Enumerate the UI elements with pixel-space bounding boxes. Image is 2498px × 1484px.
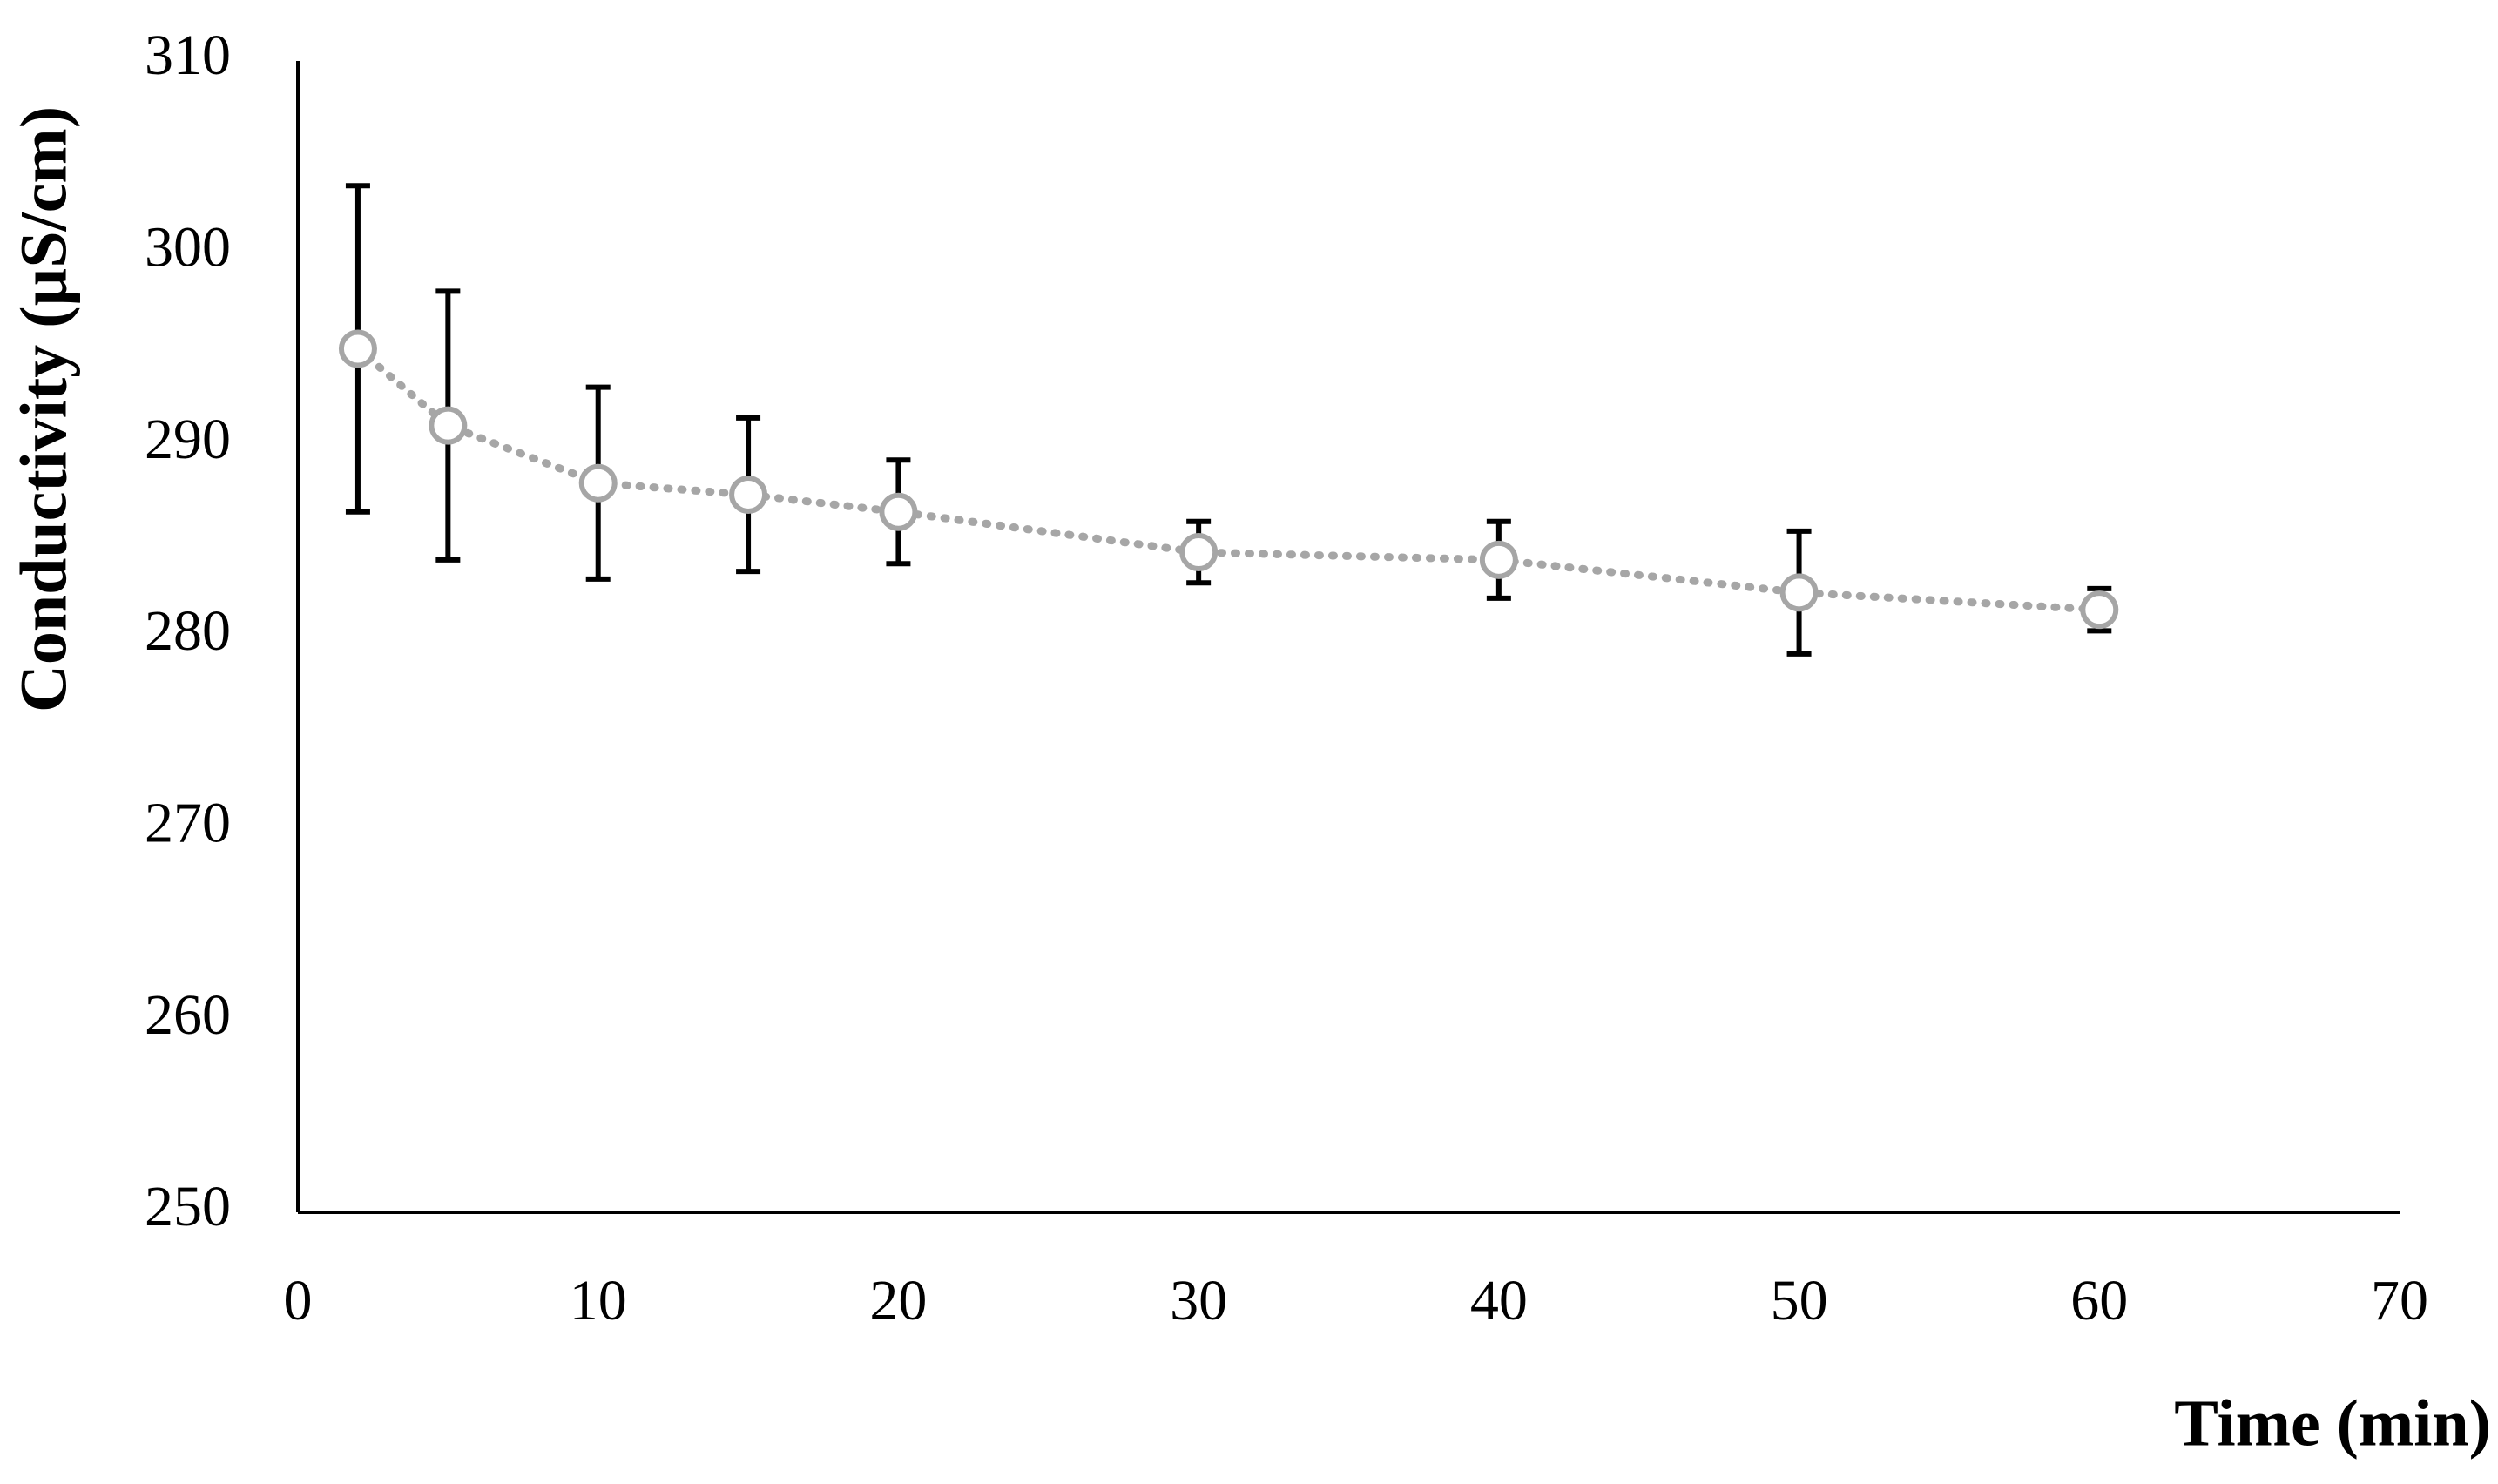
x-tick-label: 50 [1771,1269,1828,1332]
x-axis-title: Time (min) [2174,1386,2491,1460]
x-tick-label: 70 [2371,1269,2428,1332]
x-tick-label: 30 [1170,1269,1227,1332]
data-point [2080,590,2119,630]
x-tick-label: 0 [284,1269,313,1332]
y-axis-title: Conductivity (µS/cm) [7,106,80,712]
y-tick-label: 260 [145,983,231,1047]
data-point [578,463,618,503]
y-tick-label: 290 [145,408,231,471]
data-point [338,329,377,368]
y-tick-label: 300 [145,215,231,279]
data-point [1779,573,1819,612]
data-point [879,492,918,531]
y-tick-label: 250 [145,1175,231,1238]
x-tick-label: 10 [570,1269,627,1332]
y-tick-label: 310 [145,24,231,87]
x-tick-label: 40 [1470,1269,1528,1332]
data-line [354,345,2103,614]
data-point [1179,533,1219,572]
y-tick-label: 280 [145,599,231,663]
x-tick-label: 20 [869,1269,927,1332]
data-point [1479,540,1518,579]
data-point [429,406,468,445]
data-point [729,475,768,514]
y-tick-label: 270 [145,791,231,854]
x-tick-label: 60 [2070,1269,2128,1332]
